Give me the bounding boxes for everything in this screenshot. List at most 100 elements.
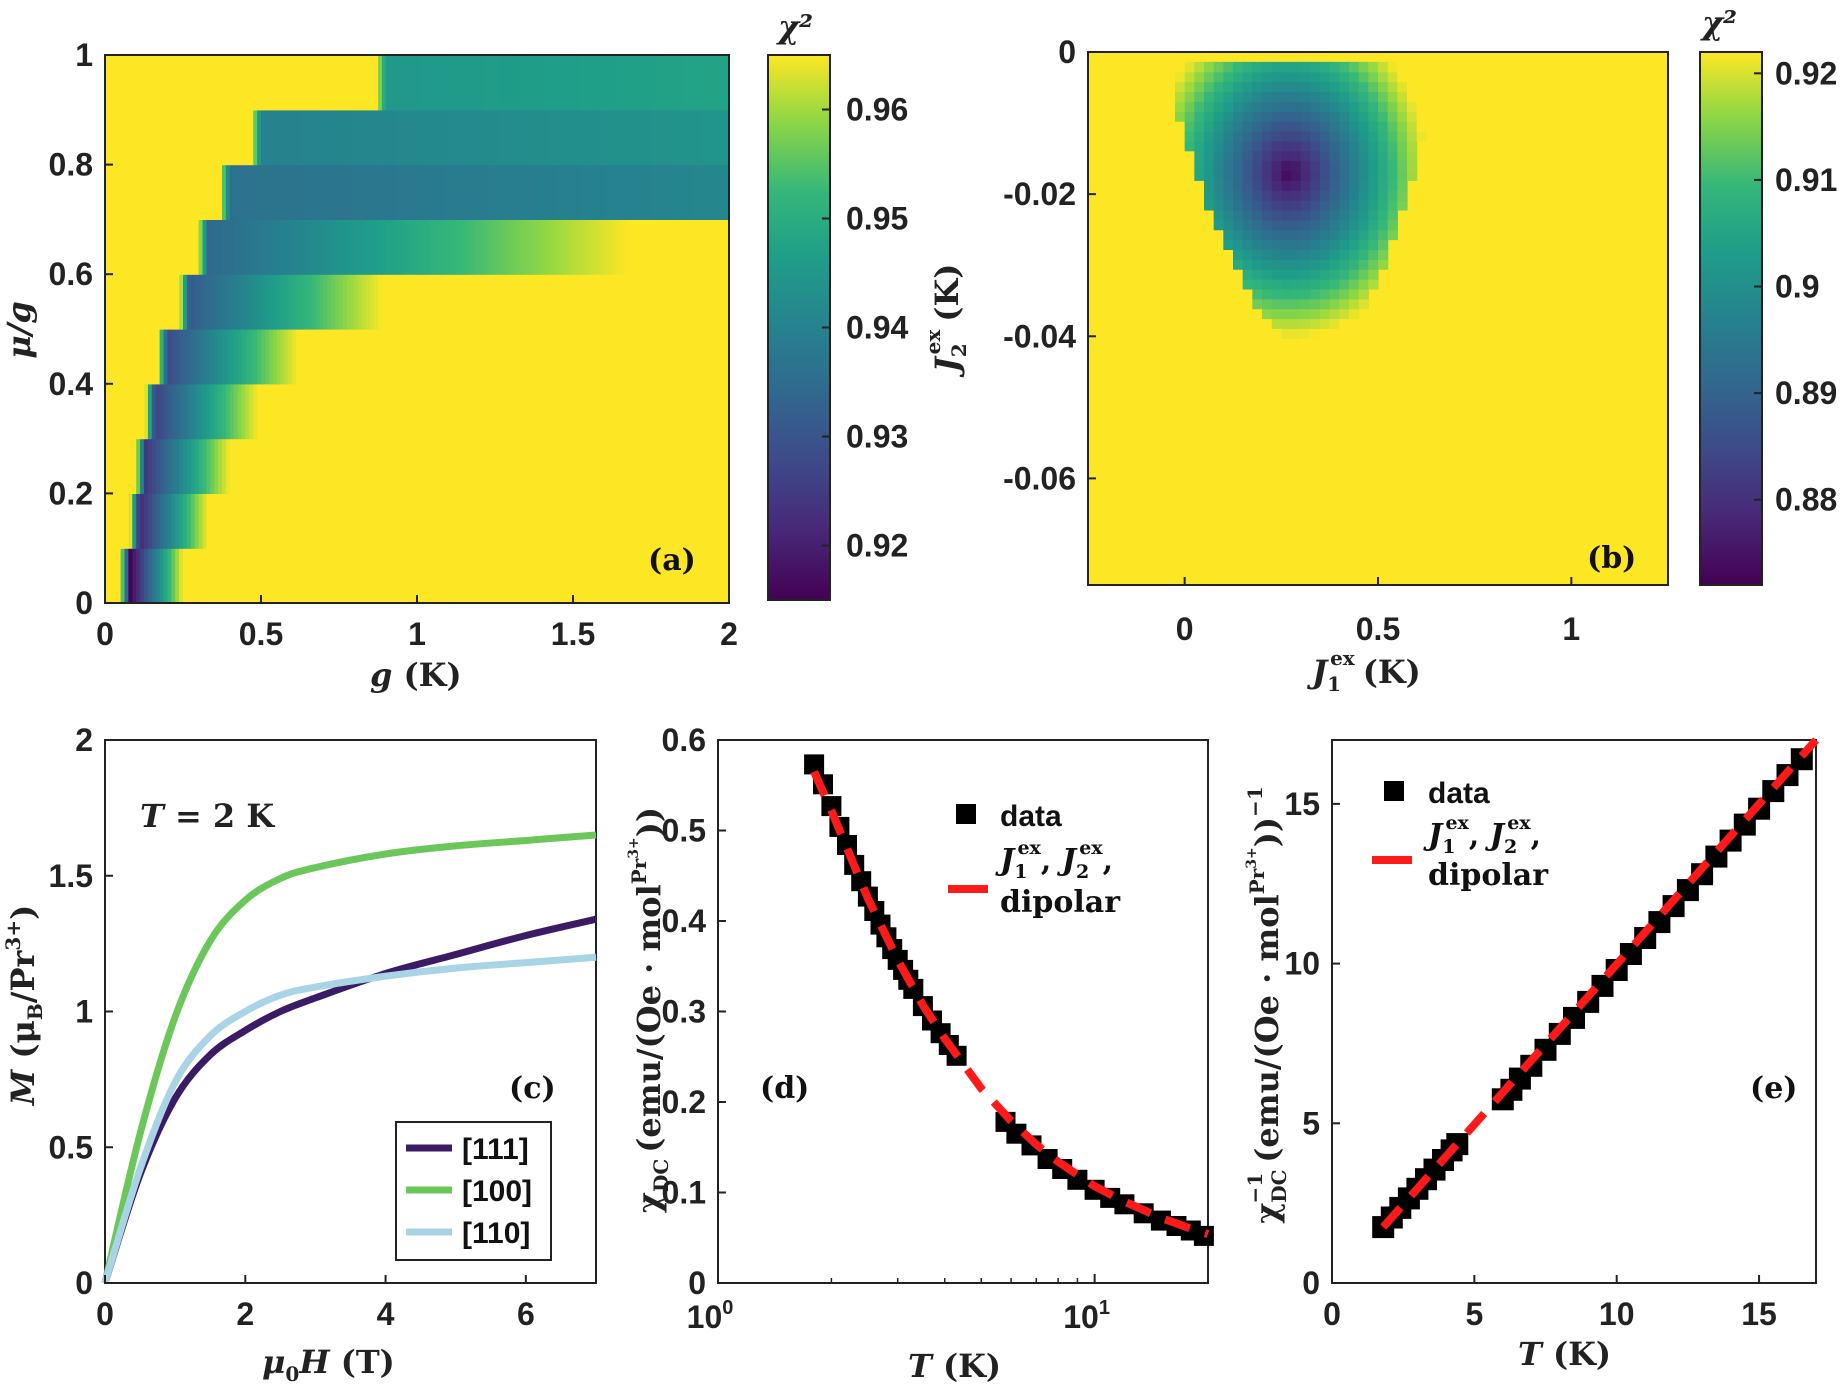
heatmap-cell-b (1252, 61, 1263, 73)
heatmap-cell-a (171, 219, 176, 275)
heatmap-cell-b (1300, 269, 1311, 280)
heatmap-cell-a (420, 55, 426, 111)
heatmap-cell-a (561, 219, 566, 275)
heatmap-cell-b (1339, 259, 1350, 270)
heatmap-cell-b (1378, 259, 1389, 270)
heatmap-cell-b (1242, 190, 1253, 201)
heatmap-cell-a (167, 329, 172, 385)
e-leg-sub1: 1 (1442, 836, 1455, 858)
heatmap-cell-a (385, 55, 391, 111)
heatmap-cell-b (1368, 61, 1379, 73)
heatmap-cell-b (1291, 111, 1302, 122)
heatmap-cell-b (1397, 61, 1408, 73)
heatmap-cell-b (1358, 91, 1369, 102)
heatmap-cell-b (1329, 328, 1340, 339)
heatmap-cell-b (1165, 71, 1176, 83)
heatmap-cell-a (600, 109, 605, 166)
heatmap-cell-a (526, 274, 531, 330)
heatmap-cell-a (717, 274, 722, 330)
heatmap-cell-a (432, 493, 438, 549)
heatmap-cell-a (331, 109, 336, 166)
heatmap-cell-a (643, 438, 648, 494)
heatmap-cell-a (183, 219, 188, 275)
heatmap-cell-a (417, 164, 422, 220)
heatmap-cell-a (144, 219, 149, 275)
heatmap-cell-a (350, 329, 356, 385)
heatmap-cell-a (358, 219, 363, 275)
a-ytick-label: 0 (75, 585, 93, 621)
heatmap-cell-b (1378, 130, 1389, 142)
heatmap-cell-b (1349, 101, 1360, 112)
heatmap-cell-a (183, 329, 188, 385)
heatmap-cell-a (565, 383, 570, 440)
heatmap-cell-a (495, 548, 500, 604)
heatmap-cell-a (647, 164, 652, 220)
heatmap-cell-a (393, 493, 399, 549)
heatmap-cell-a (717, 383, 722, 440)
heatmap-cell-b (1184, 61, 1195, 73)
heatmap-cell-a (292, 164, 297, 220)
heatmap-cell-a (627, 548, 633, 604)
heatmap-cell-a (128, 274, 133, 330)
heatmap-cell-a (233, 493, 239, 549)
heatmap-cell-a (167, 493, 172, 549)
heatmap-cell-a (300, 329, 305, 385)
heatmap-cell-a (619, 438, 625, 494)
heatmap-cell-a (280, 219, 285, 275)
heatmap-cell-b (1320, 71, 1331, 83)
heatmap-cell-a (397, 493, 402, 549)
heatmap-cell-b (1271, 269, 1282, 280)
heatmap-cell-a (600, 548, 605, 604)
heatmap-cell-a (335, 219, 340, 275)
heatmap-cell-a (467, 219, 473, 275)
heatmap-cell-a (452, 383, 457, 440)
heatmap-cell-a (495, 274, 500, 330)
heatmap-cell-b (1320, 81, 1331, 93)
heatmap-cell-b (1300, 249, 1311, 260)
heatmap-cell-a (370, 55, 375, 111)
heatmap-cell-a (229, 493, 235, 549)
heatmap-cell-b (1329, 318, 1340, 329)
heatmap-cell-a (693, 383, 699, 440)
heatmap-cell-a (580, 55, 586, 111)
heatmap-cell-a (194, 164, 200, 220)
heatmap-cell-a (319, 274, 324, 330)
heatmap-cell-b (1320, 140, 1331, 152)
heatmap-cell-b (1204, 190, 1215, 201)
heatmap-cell-a (292, 493, 297, 549)
heatmap-cell-a (580, 383, 586, 440)
heatmap-cell-a (721, 383, 726, 440)
heatmap-cell-b (1320, 209, 1331, 221)
heatmap-cell-a (420, 438, 426, 494)
heatmap-cell-a (557, 164, 562, 220)
heatmap-cell-b (1368, 249, 1379, 260)
heatmap-cell-a (420, 329, 426, 385)
heatmap-cell-b (1358, 200, 1369, 211)
heatmap-cell-a (362, 109, 367, 166)
heatmap-cell-a (483, 55, 488, 111)
heatmap-cell-a (534, 329, 539, 385)
heatmap-cell-a (381, 219, 387, 275)
heatmap-cell-a (561, 274, 566, 330)
heatmap-cell-a (335, 109, 340, 166)
heatmap-cell-a (323, 55, 328, 111)
d-leg-comma1: , (1041, 843, 1051, 878)
heatmap-cell-a (502, 438, 508, 494)
heatmap-cell-a (580, 329, 586, 385)
heatmap-cell-a (389, 329, 395, 385)
heatmap-cell-a (674, 548, 679, 604)
heatmap-cell-a (132, 548, 137, 604)
d-ylabel-close: )) (630, 807, 668, 837)
heatmap-cell-a (502, 55, 508, 111)
heatmap-cell-a (354, 274, 360, 330)
heatmap-cell-b (1310, 190, 1321, 201)
heatmap-cell-a (428, 274, 434, 330)
heatmap-cell-b (1378, 239, 1389, 251)
heatmap-cell-a (518, 219, 523, 275)
heatmap-cell-a (725, 164, 730, 220)
heatmap-cell-a (417, 548, 422, 604)
heatmap-cell-b (1252, 249, 1263, 260)
a-xtick-label: 0.5 (239, 616, 283, 652)
heatmap-cell-a (436, 329, 441, 385)
heatmap-cell-a (463, 164, 469, 220)
